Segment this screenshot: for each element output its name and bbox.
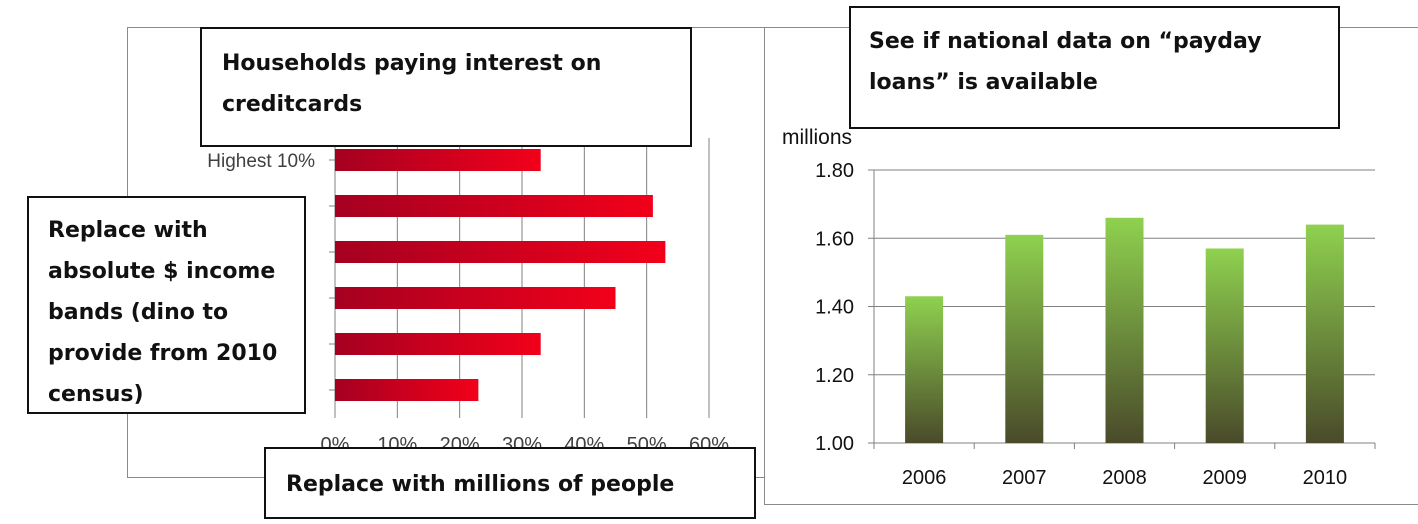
bar xyxy=(335,195,653,217)
note-top-left: Households paying interest on creditcard… xyxy=(200,27,692,147)
y-category-label: Highest 10% xyxy=(207,151,315,172)
x-category-label: 2008 xyxy=(1102,467,1147,489)
bar xyxy=(1105,217,1144,443)
bar xyxy=(1305,224,1344,443)
bar xyxy=(335,149,541,171)
bar xyxy=(335,333,541,355)
y-tick-label: 1.80 xyxy=(815,160,854,182)
y-axis-unit-label: millions xyxy=(782,126,853,149)
bar xyxy=(335,241,666,263)
bar xyxy=(335,379,479,401)
bar xyxy=(905,296,944,443)
y-tick-label: 1.60 xyxy=(815,228,854,250)
x-category-label: 2006 xyxy=(902,467,947,489)
bar xyxy=(1205,248,1244,443)
note-top-right: See if national data on “payday loans” i… xyxy=(849,6,1340,129)
note-middle-left: Replace with absolute $ income bands (di… xyxy=(27,196,306,414)
x-category-label: 2010 xyxy=(1303,467,1348,489)
bar xyxy=(1005,234,1044,443)
y-tick-label: 1.00 xyxy=(815,433,854,455)
x-category-label: 2007 xyxy=(1002,467,1047,489)
x-category-label: 2009 xyxy=(1202,467,1247,489)
note-bottom: Replace with millions of people xyxy=(264,447,756,519)
bar xyxy=(335,287,616,309)
y-tick-label: 1.20 xyxy=(815,365,854,387)
y-tick-label: 1.40 xyxy=(815,297,854,319)
